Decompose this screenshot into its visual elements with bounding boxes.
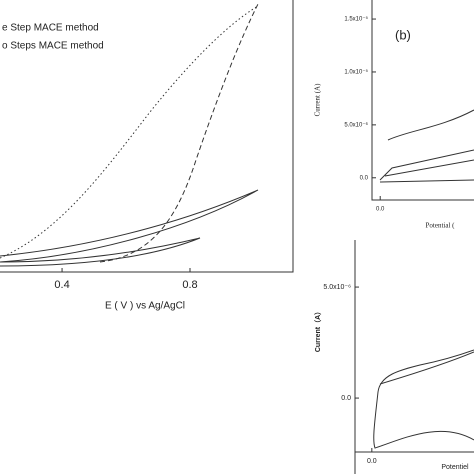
y-tick-label: 5.0x10⁻⁶: [323, 284, 351, 291]
y-tick-label: 0.0: [360, 175, 369, 181]
y-axis-label: Current（A）: [314, 308, 322, 352]
x-axis-label: Potential (: [426, 222, 456, 230]
curve: [99, 3, 259, 263]
curve: [0, 237, 201, 267]
y-tick-label: 0.0: [341, 395, 351, 402]
curve: [0, 189, 259, 263]
panel-label: (b): [395, 27, 411, 42]
axis-frame: [354, 240, 474, 474]
curve: [379, 149, 474, 183]
x-tick-label: 0.0: [367, 458, 377, 465]
curve: [387, 109, 474, 141]
legend-entry: o Steps MACE method: [2, 41, 104, 52]
x-axis-label: Potentiel: [441, 464, 469, 471]
y-tick-label: 1.5x10⁻⁵: [344, 16, 368, 23]
y-tick-label: 1.0x10⁻⁵: [344, 69, 368, 76]
y-axis-label: Current (A): [314, 83, 322, 117]
curve: [373, 349, 474, 449]
curve: [379, 351, 474, 385]
y-tick-label: 5.0x10⁻⁶: [344, 121, 368, 128]
x-tick-label: 0.4: [54, 279, 69, 291]
x-tick-label: 0.0: [376, 207, 385, 213]
axis-frame: [0, 0, 294, 273]
legend-entry: e Step MACE method: [2, 23, 99, 34]
x-axis-label: E ( V ) vs Ag/AgCl: [105, 301, 185, 312]
axis-frame: [371, 0, 474, 201]
x-tick-label: 0.8: [182, 279, 197, 291]
